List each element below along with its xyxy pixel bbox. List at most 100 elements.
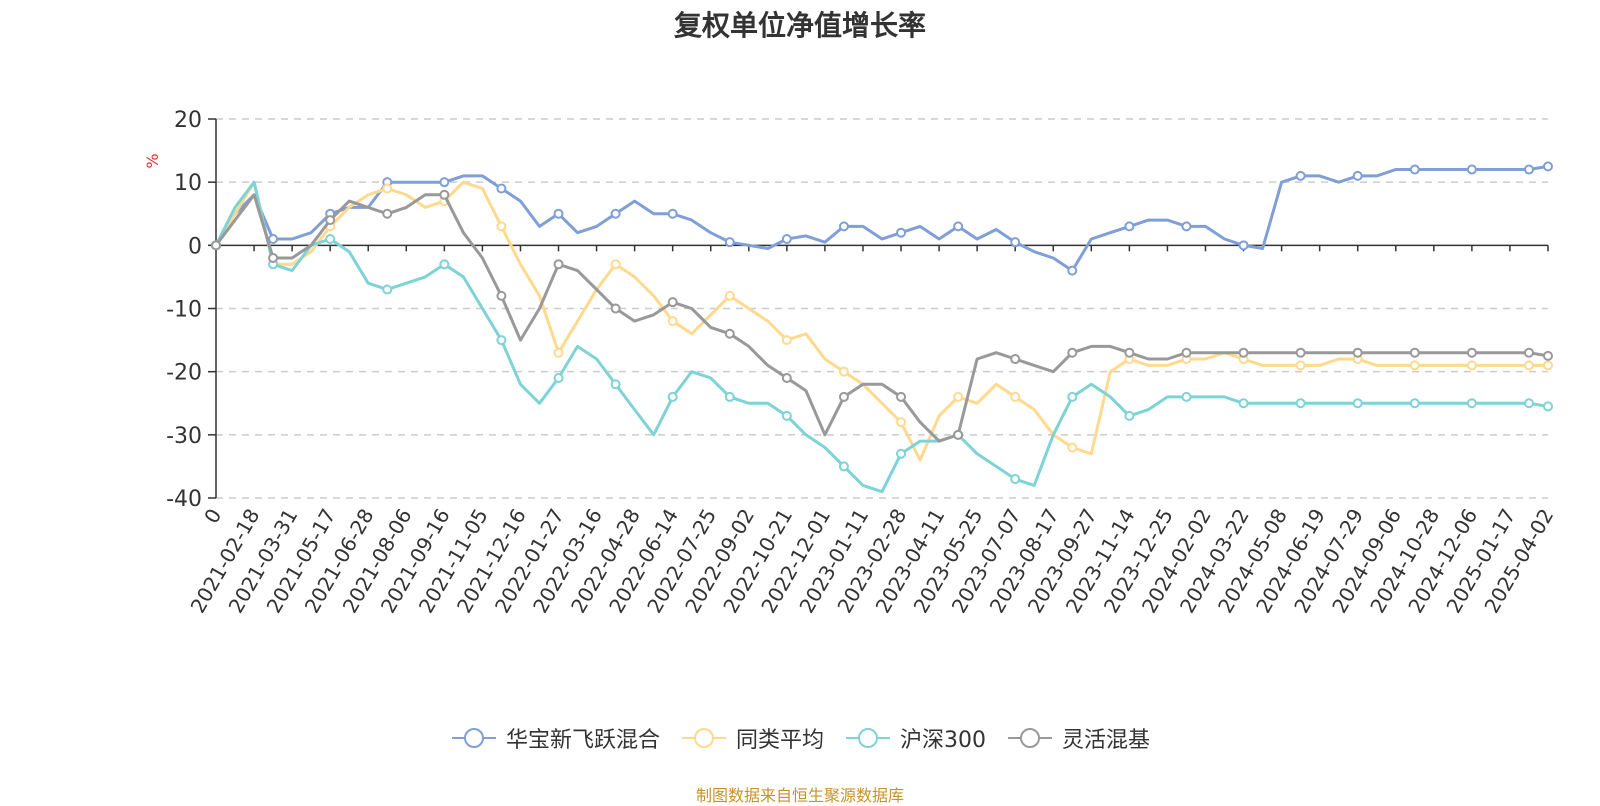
data-point: [838, 366, 849, 377]
legend-marker-icon: [1008, 728, 1052, 748]
data-point: [1067, 391, 1078, 402]
data-point: [953, 429, 964, 440]
data-point: [496, 290, 507, 301]
legend-label: 沪深300: [900, 728, 986, 753]
data-point: [667, 297, 678, 308]
data-point: [1181, 347, 1192, 358]
data-point: [610, 208, 621, 219]
data-point: [1067, 442, 1078, 453]
y-tick-label: 0: [188, 234, 202, 259]
data-point: [1295, 347, 1306, 358]
data-point: [1543, 401, 1553, 412]
data-point: [439, 189, 450, 200]
data-point: [667, 316, 678, 327]
data-point: [1543, 161, 1553, 172]
data-point: [1466, 164, 1477, 175]
legend-marker-icon: [451, 728, 496, 748]
data-point: [1352, 398, 1363, 409]
data-point: [1010, 474, 1021, 485]
data-point: [724, 391, 735, 402]
data-point: [1409, 398, 1420, 409]
data-point: [1543, 360, 1553, 371]
legend-label: 华宝新飞跃混合: [505, 728, 660, 753]
data-point: [1124, 410, 1135, 421]
data-point: [1523, 347, 1534, 358]
data-point: [1124, 347, 1135, 358]
data-point: [325, 215, 336, 226]
data-point: [781, 410, 792, 421]
data-point: [496, 335, 507, 346]
data-point: [838, 221, 849, 232]
data-point: [1010, 237, 1021, 248]
data-point: [1523, 398, 1534, 409]
data-point: [1067, 265, 1078, 276]
data-point: [610, 259, 621, 270]
legend-item-0[interactable]: 华宝新飞跃混合: [450, 722, 660, 754]
data-point: [439, 259, 450, 270]
data-point: [724, 237, 735, 248]
legend-item-1[interactable]: 同类平均: [680, 722, 824, 754]
data-point: [496, 221, 507, 232]
data-point: [211, 240, 221, 251]
data-point: [553, 372, 564, 383]
data-point: [553, 208, 564, 219]
legend-label: 同类平均: [735, 728, 824, 753]
data-point: [1523, 360, 1534, 371]
data-point: [667, 208, 678, 219]
data-point: [1466, 360, 1477, 371]
chart-title: 复权单位净值增长率: [673, 9, 926, 42]
series-lines: [211, 161, 1553, 494]
axes: [208, 118, 1549, 499]
data-point: [1295, 398, 1306, 409]
data-point: [1352, 347, 1363, 358]
data-point: [953, 221, 964, 232]
data-point: [1181, 391, 1192, 402]
data-point: [667, 391, 678, 402]
data-point: [838, 391, 849, 402]
y-tick-label: -30: [166, 424, 202, 449]
data-point: [1238, 240, 1249, 251]
data-point: [1466, 347, 1477, 358]
data-point: [553, 347, 564, 358]
legend-marker-icon: [846, 728, 890, 748]
data-point: [1523, 164, 1534, 175]
data-point: [1010, 391, 1021, 402]
data-point: [610, 379, 621, 390]
y-tick-label: -10: [166, 298, 202, 323]
x-tick-label: 0: [199, 505, 226, 528]
data-point: [953, 391, 964, 402]
series-line-0: [214, 164, 1550, 273]
data-point: [1124, 221, 1135, 232]
data-point: [268, 252, 279, 263]
y-axis-unit: %: [143, 153, 162, 168]
data-point: [1238, 347, 1249, 358]
data-point: [781, 372, 792, 383]
grid-lines: [216, 118, 1548, 499]
data-point: [1295, 170, 1306, 181]
legend-label: 灵活混基: [1062, 728, 1151, 753]
data-point: [1010, 354, 1021, 365]
data-point: [724, 328, 735, 339]
data-point: [439, 177, 450, 188]
data-point: [781, 234, 792, 245]
data-point: [1409, 347, 1420, 358]
data-point: [382, 208, 393, 219]
data-point: [496, 183, 507, 194]
series-line-2: [214, 180, 1550, 494]
data-point: [382, 183, 393, 194]
legend-item-3[interactable]: 灵活混基: [1006, 722, 1150, 754]
legend-marker-icon: [681, 728, 726, 748]
y-tick-label: 10: [174, 171, 202, 196]
legend: 华宝新飞跃混合 同类平均 沪深300 灵活混基: [0, 722, 1600, 754]
data-point: [896, 448, 907, 459]
source-note: 制图数据来自恒生聚源数据库: [695, 786, 904, 805]
series-line-1: [214, 180, 1550, 462]
data-point: [1352, 170, 1363, 181]
data-point: [1409, 360, 1420, 371]
data-point: [553, 259, 564, 270]
series-line-3: [214, 193, 1550, 443]
legend-item-2[interactable]: 沪深300: [844, 722, 986, 754]
data-point: [325, 234, 336, 245]
data-point: [1466, 398, 1477, 409]
